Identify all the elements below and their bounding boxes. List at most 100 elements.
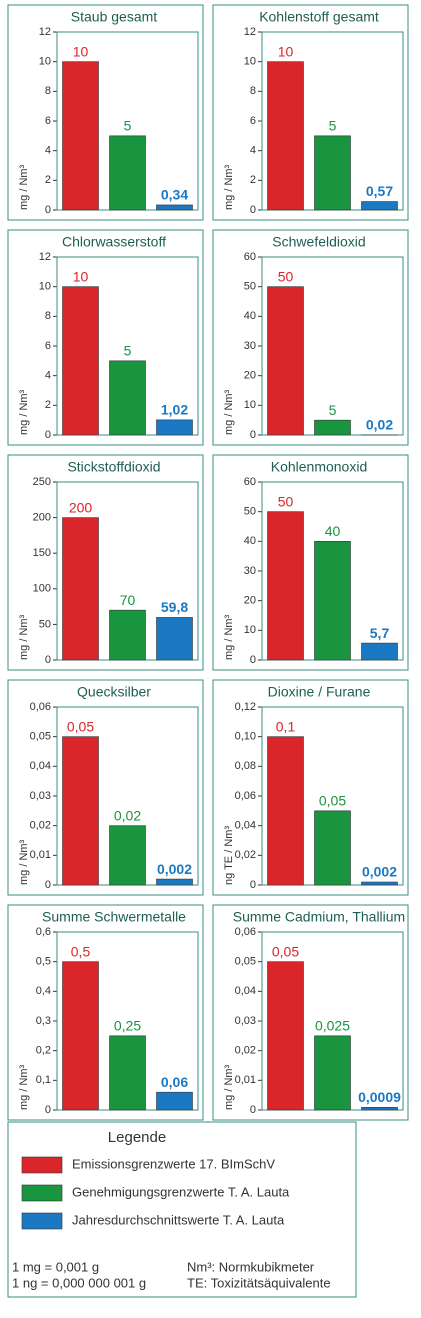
- y-tick-label: 100: [33, 583, 51, 595]
- bar: [156, 419, 193, 436]
- bar: [267, 961, 304, 1111]
- y-tick-label: 0,06: [235, 790, 256, 802]
- bar: [314, 541, 351, 661]
- note: 1 ng = 0,000 000 001 g: [12, 1275, 146, 1290]
- bar: [62, 61, 99, 211]
- value-label: 10: [278, 43, 294, 59]
- y-tick-label: 0: [250, 204, 256, 216]
- y-tick-label: 0: [45, 1104, 51, 1116]
- y-tick-label: 10: [39, 56, 51, 68]
- y-axis-label: ng TE / Nm³: [223, 826, 235, 885]
- bar: [109, 1035, 146, 1111]
- bar: [109, 609, 146, 661]
- chart-title: Chlorwasserstoff: [62, 234, 166, 250]
- panel: [7, 229, 204, 446]
- bar: [361, 881, 398, 886]
- legend-swatch: [21, 1184, 63, 1202]
- y-tick-label: 10: [39, 281, 51, 293]
- value-label: 5: [329, 118, 337, 134]
- y-tick-label: 0,01: [30, 849, 51, 861]
- value-label: 200: [69, 499, 93, 515]
- value-label: 0,34: [161, 187, 188, 203]
- y-tick-label: 0,2: [36, 1045, 51, 1057]
- y-tick-label: 6: [45, 340, 51, 352]
- bar: [361, 201, 398, 211]
- y-tick-label: 0,02: [235, 1045, 256, 1057]
- value-label: 10: [73, 268, 89, 284]
- chart-title: Staub gesamt: [71, 9, 157, 25]
- value-label: 0,1: [276, 718, 296, 734]
- panel: [7, 4, 204, 221]
- value-label: 0,002: [362, 864, 397, 880]
- y-tick-label: 10: [244, 56, 256, 68]
- y-axis-label: mg / Nm³: [18, 1064, 30, 1110]
- y-tick-label: 40: [244, 535, 256, 547]
- y-tick-label: 50: [39, 618, 51, 630]
- y-tick-label: 0,06: [235, 926, 256, 938]
- y-axis-label: mg / Nm³: [223, 164, 235, 210]
- note: TE: Toxizitätsäquivalente: [187, 1275, 331, 1290]
- y-tick-label: 0: [45, 654, 51, 666]
- y-axis-label: mg / Nm³: [18, 614, 30, 660]
- y-tick-label: 0,5: [36, 956, 51, 968]
- value-label: 0,002: [157, 861, 192, 877]
- y-tick-label: 0,02: [30, 820, 51, 832]
- y-axis-label: mg / Nm³: [223, 389, 235, 435]
- bar: [109, 825, 146, 886]
- y-tick-label: 0: [250, 879, 256, 891]
- y-tick-label: 4: [45, 145, 51, 157]
- y-tick-label: 250: [33, 476, 51, 488]
- y-tick-label: 20: [244, 595, 256, 607]
- bar: [267, 286, 304, 436]
- y-tick-label: 2: [250, 174, 256, 186]
- y-axis-label: mg / Nm³: [18, 389, 30, 435]
- y-tick-label: 30: [244, 565, 256, 577]
- y-tick-label: 200: [33, 512, 51, 524]
- legend-box: [7, 1121, 357, 1298]
- y-tick-label: 0,03: [235, 1015, 256, 1027]
- value-label: 5: [124, 343, 132, 359]
- value-label: 0,25: [114, 1018, 141, 1034]
- y-axis-label: mg / Nm³: [18, 839, 30, 885]
- value-label: 5,7: [370, 625, 390, 641]
- bar: [109, 135, 146, 211]
- legend-label: Emissionsgrenzwerte 17. BImSchV: [72, 1156, 275, 1171]
- y-tick-label: 0: [250, 429, 256, 441]
- value-label: 10: [73, 43, 89, 59]
- y-tick-label: 0,04: [235, 985, 256, 997]
- y-tick-label: 50: [244, 506, 256, 518]
- y-tick-label: 0: [250, 654, 256, 666]
- y-tick-label: 2: [45, 399, 51, 411]
- note: Nm³: Normkubikmeter: [187, 1259, 315, 1274]
- chart-title: Summe Cadmium, Thallium: [233, 909, 405, 925]
- y-tick-label: 8: [45, 310, 51, 322]
- bar: [314, 810, 351, 886]
- panel: [7, 679, 204, 896]
- y-tick-label: 0,08: [235, 760, 256, 772]
- value-label: 40: [325, 523, 341, 539]
- y-tick-label: 8: [250, 85, 256, 97]
- bar: [267, 736, 304, 886]
- y-tick-label: 8: [45, 85, 51, 97]
- y-tick-label: 0,02: [235, 849, 256, 861]
- y-tick-label: 0,03: [30, 790, 51, 802]
- value-label: 5: [124, 118, 132, 134]
- note: 1 mg = 0,001 g: [12, 1259, 99, 1274]
- bar: [62, 286, 99, 436]
- panel: [212, 229, 409, 446]
- y-tick-label: 12: [244, 26, 256, 38]
- y-tick-label: 10: [244, 399, 256, 411]
- y-tick-label: 0,06: [30, 701, 51, 713]
- y-tick-label: 0,01: [235, 1074, 256, 1086]
- y-tick-label: 0,4: [36, 985, 51, 997]
- y-tick-label: 6: [45, 115, 51, 127]
- y-tick-label: 0: [45, 879, 51, 891]
- value-label: 0,57: [366, 183, 393, 199]
- value-label: 70: [120, 592, 136, 608]
- bar: [361, 642, 398, 661]
- value-label: 0,0009: [358, 1089, 401, 1105]
- value-label: 50: [278, 268, 294, 284]
- legend-title: Legende: [108, 1129, 166, 1146]
- y-tick-label: 0,1: [36, 1074, 51, 1086]
